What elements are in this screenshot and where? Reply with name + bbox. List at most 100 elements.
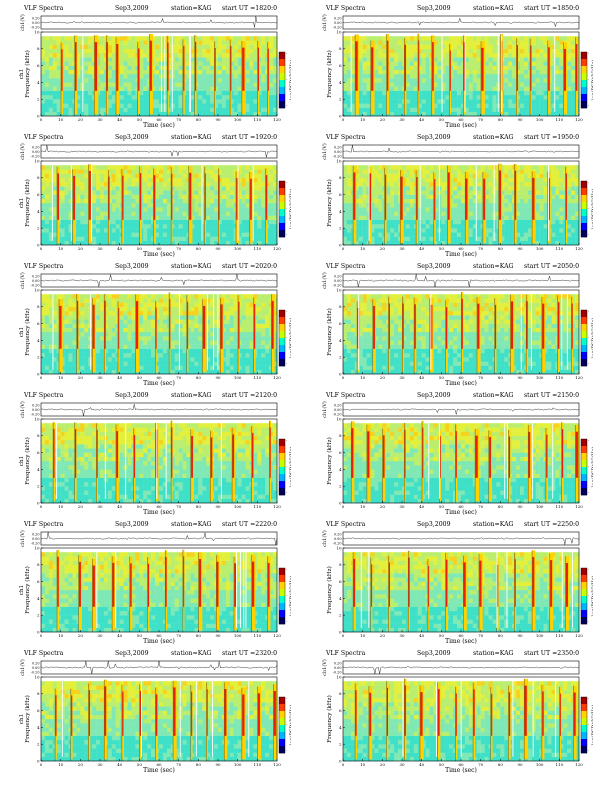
spectrogram-cell	[250, 108, 254, 112]
colorbar-segment	[279, 188, 285, 195]
spectrogram-cell	[485, 112, 489, 116]
spectrogram-cell	[135, 203, 139, 207]
spectrogram-cell	[426, 232, 430, 236]
waveform-ytick: 0.00	[32, 21, 40, 25]
spectrogram-cell	[465, 165, 469, 169]
spectrogram-cell	[363, 40, 367, 44]
spectrogram-cell	[65, 74, 69, 78]
spectrogram-cell	[147, 207, 151, 211]
spectrogram-cell	[430, 178, 434, 182]
burst-core	[150, 41, 152, 91]
spectrogram-cell	[273, 169, 277, 173]
spectrogram-cell	[175, 216, 179, 220]
spectrogram-cell	[414, 82, 418, 86]
x-tick-label: 120	[273, 117, 281, 122]
spectrogram-cell	[183, 241, 187, 245]
spectrogram-cell	[175, 224, 179, 228]
spectrogram-cell	[457, 241, 461, 245]
spectrogram-cell	[179, 78, 183, 82]
spectrogram-cell	[386, 211, 390, 215]
spectrogram-cell	[218, 103, 222, 107]
spectrogram-cell	[222, 99, 226, 103]
spectrogram-cell	[84, 112, 88, 116]
spectrogram-cell	[179, 82, 183, 86]
spectrogram-cell	[477, 178, 481, 182]
spectrogram-cell	[375, 165, 379, 169]
spectrogram-cell	[257, 169, 261, 173]
spectrogram-cell	[61, 211, 65, 215]
spectrogram-cell	[253, 207, 257, 211]
spectrogram-cell	[41, 199, 45, 203]
spectrogram-cell	[147, 190, 151, 194]
spectrogram-cell	[273, 174, 277, 178]
spectrogram-cell	[53, 203, 57, 207]
spectrogram-cell	[571, 82, 575, 86]
spectrogram-cell	[45, 203, 49, 207]
spectrogram-cell	[359, 103, 363, 107]
spectrogram-cell	[512, 40, 516, 44]
spectrogram-cell	[96, 165, 100, 169]
spectrogram-cell	[567, 66, 571, 70]
panel-title: VLF Spectra	[24, 5, 63, 12]
spectrogram-cell	[41, 211, 45, 215]
spectrogram-cell	[41, 169, 45, 173]
spectrogram-cell	[214, 211, 218, 215]
spectrogram-cell	[261, 232, 265, 236]
spectrogram-cell	[128, 99, 132, 103]
spectrogram-cell	[222, 45, 226, 49]
spectrogram-cell	[179, 207, 183, 211]
spectrogram-cell	[69, 95, 73, 99]
x-tick-label: 110	[254, 246, 262, 251]
spectrogram-cell	[45, 95, 49, 99]
data-gap	[554, 35, 555, 111]
spectrogram-cell	[222, 108, 226, 112]
spectrogram-cell	[559, 70, 563, 74]
spectrogram-cell	[524, 95, 528, 99]
spectrogram-cell	[238, 95, 242, 99]
spectrogram-cell	[571, 78, 575, 82]
spectrogram-cell	[198, 74, 202, 78]
spectrogram-cell	[210, 190, 214, 194]
spectrogram-cell	[143, 91, 147, 95]
spectrogram-cell	[555, 40, 559, 44]
spectrogram-cell	[398, 82, 402, 86]
spectrogram-cell	[347, 232, 351, 236]
spectrogram-cell	[461, 237, 465, 241]
spectrogram-cell	[457, 112, 461, 116]
spectrogram-cell	[453, 53, 457, 57]
spectrogram-cell	[100, 207, 104, 211]
spectrogram-cell	[210, 165, 214, 169]
spectrogram-cell	[45, 53, 49, 57]
spectrogram-cell	[445, 66, 449, 70]
spectrogram-cell	[363, 165, 367, 169]
spectrogram-cell	[422, 241, 426, 245]
x-axis-label: Time (sec)	[143, 122, 175, 129]
spectrogram-cell	[65, 241, 69, 245]
spectrogram-cell	[555, 74, 559, 78]
spectrogram-cell	[489, 190, 493, 194]
waveform-ytick: 0.20	[32, 16, 40, 20]
spectrogram-cell	[512, 45, 516, 49]
spectrogram-cell	[378, 53, 382, 57]
spectrogram-cell	[65, 207, 69, 211]
spectrogram-cell	[520, 174, 524, 178]
spectrogram-cell	[112, 165, 116, 169]
spectrogram-cell	[198, 49, 202, 53]
spectrogram-cell	[359, 49, 363, 53]
spectrogram-cell	[386, 165, 390, 169]
spectrogram-cell	[410, 174, 414, 178]
spectrogram-cell	[155, 108, 159, 112]
spectrogram-cell	[206, 182, 210, 186]
spectrogram-cell	[571, 203, 575, 207]
spectrogram-cell	[84, 53, 88, 57]
spectrogram-cell	[53, 216, 57, 220]
spectrogram-cell	[524, 241, 528, 245]
spectrogram-cell	[552, 182, 556, 186]
spectrogram-cell	[536, 66, 540, 70]
spectrogram-cell	[45, 108, 49, 112]
spectrogram-cell	[457, 95, 461, 99]
spectrogram-cell	[394, 66, 398, 70]
spectrogram-cell	[528, 241, 532, 245]
spectrogram-cell	[445, 49, 449, 53]
spectrogram-cell	[571, 57, 575, 61]
